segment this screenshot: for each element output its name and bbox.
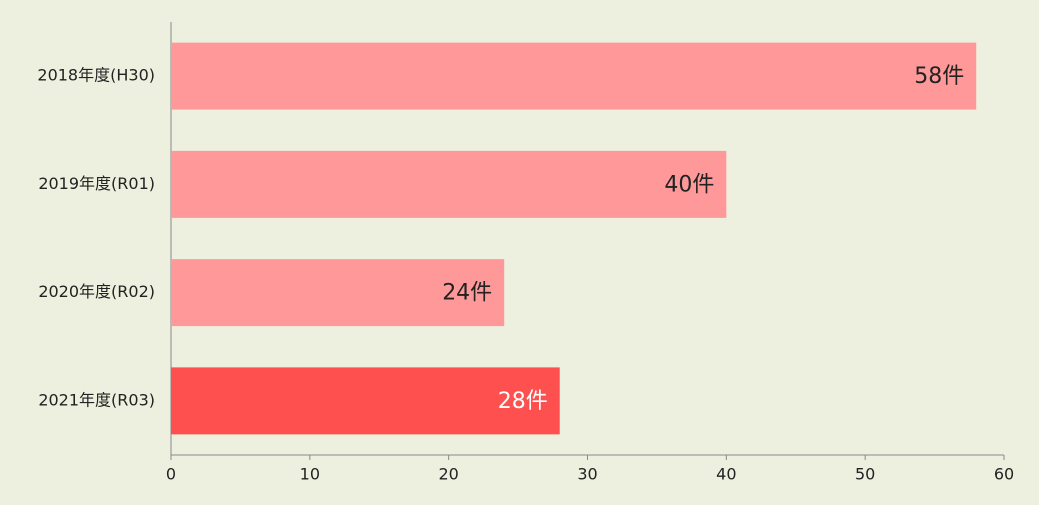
- bar: [171, 150, 727, 218]
- y-tick-label: 2019年度(R01): [38, 174, 155, 193]
- y-tick-label: 2018年度(H30): [37, 66, 155, 85]
- x-tick-label: 0: [166, 465, 176, 484]
- x-tick-label: 60: [994, 465, 1014, 484]
- bar: [171, 42, 977, 110]
- y-tick-label: 2021年度(R03): [38, 390, 155, 409]
- value-label: 28件: [498, 389, 548, 414]
- y-tick-label: 2020年度(R02): [38, 282, 155, 301]
- x-tick-label: 30: [577, 465, 597, 484]
- value-label: 40件: [664, 172, 714, 197]
- x-tick-label: 40: [716, 465, 736, 484]
- bar: [171, 259, 505, 327]
- value-label: 58件: [914, 64, 964, 89]
- bar: [171, 367, 560, 435]
- value-label: 24件: [442, 281, 492, 306]
- x-tick-label: 20: [438, 465, 458, 484]
- x-tick-label: 10: [300, 465, 320, 484]
- x-tick-label: 50: [855, 465, 875, 484]
